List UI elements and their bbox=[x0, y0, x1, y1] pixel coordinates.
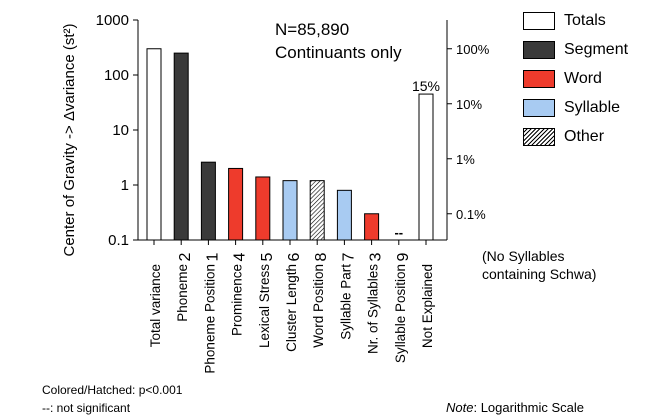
syllable-exclusion-line-2: containing Schwa) bbox=[482, 266, 597, 282]
rank-label: 8 bbox=[313, 252, 330, 261]
y-tick-label: 0.1 bbox=[108, 232, 129, 249]
bar bbox=[336, 189, 352, 241]
rank-label: 2 bbox=[177, 252, 194, 261]
syllable-exclusion-note: (No Syllables containing Schwa) bbox=[482, 247, 596, 283]
legend-label: Totals bbox=[564, 11, 606, 29]
legend-item: Segment bbox=[523, 35, 628, 64]
category-label: Syllable Position bbox=[393, 264, 408, 363]
legend-label: Segment bbox=[564, 40, 629, 58]
legend-label: Other bbox=[564, 127, 605, 145]
scale-note: Note: Logarithmic Scale bbox=[446, 400, 584, 415]
legend-item: Totals bbox=[523, 6, 628, 35]
category-label: Cluster Length bbox=[284, 264, 299, 352]
rank-label: 3 bbox=[368, 252, 385, 261]
legend-label: Word bbox=[564, 69, 602, 87]
legend-swatch bbox=[523, 98, 555, 117]
axes: 1000 100 10 1 0.1 100% 10% 1% 0.1% bbox=[96, 12, 490, 249]
not-significant-marker: -- bbox=[394, 225, 403, 240]
rank-label: 9 bbox=[395, 252, 412, 261]
legend-swatch bbox=[523, 40, 555, 59]
y2-tick-label: 0.1% bbox=[456, 207, 486, 222]
bar bbox=[228, 167, 244, 241]
bar bbox=[282, 180, 298, 241]
category-label: Prominence bbox=[230, 264, 245, 336]
rank-label: 7 bbox=[340, 252, 357, 261]
category-label: Phoneme Position bbox=[202, 264, 217, 374]
rank-label: 1 bbox=[204, 252, 221, 261]
sample-size: N=85,890 bbox=[275, 20, 350, 39]
rank-label: 4 bbox=[232, 252, 249, 261]
y2-tick-label: 100% bbox=[456, 42, 490, 57]
bar bbox=[255, 176, 271, 241]
y2-tick-label: 1% bbox=[456, 152, 475, 167]
category-labels: Total variance 2 Phoneme 1 Phoneme Position 4… bbox=[148, 78, 440, 374]
bar bbox=[173, 52, 189, 241]
legend-item: Other bbox=[523, 122, 628, 151]
bars bbox=[146, 48, 434, 241]
bar bbox=[200, 161, 216, 241]
syllable-exclusion-line-1: (No Syllables bbox=[482, 248, 565, 264]
y-tick-label: 1 bbox=[121, 177, 129, 194]
bar bbox=[364, 213, 380, 241]
bar bbox=[418, 93, 434, 241]
rank-label: 6 bbox=[286, 252, 303, 261]
sample-subset: Continuants only bbox=[275, 43, 402, 62]
not-significant-footnote: --: not significant bbox=[42, 401, 131, 415]
category-label: Word Position bbox=[311, 264, 326, 348]
legend-item: Word bbox=[523, 64, 628, 93]
legend-swatch bbox=[523, 11, 555, 30]
category-label: Syllable Part bbox=[338, 264, 353, 340]
significance-footnote: Colored/Hatched: p<0.001 bbox=[42, 383, 183, 397]
legend-label: Syllable bbox=[564, 98, 621, 116]
y2-tick-label: 10% bbox=[456, 97, 482, 112]
category-label: Phoneme bbox=[175, 264, 190, 322]
legend-swatch bbox=[523, 127, 555, 146]
legend-item: Syllable bbox=[523, 93, 628, 122]
bar bbox=[309, 180, 325, 241]
y-tick-label: 10 bbox=[112, 122, 129, 139]
category-label: Total variance bbox=[148, 264, 163, 347]
category-label: Lexical Stress bbox=[257, 264, 272, 348]
scale-note-italic: Note bbox=[446, 400, 474, 415]
not-explained-percent-label: 15% bbox=[412, 78, 440, 94]
bar bbox=[146, 48, 162, 241]
rank-label: 5 bbox=[259, 252, 276, 261]
y-tick-label: 1000 bbox=[96, 12, 129, 29]
y-axis-label: Center of Gravity -> Δvariance (st²) bbox=[61, 23, 78, 256]
category-label: Not Explained bbox=[420, 264, 435, 348]
scale-note-text: : Logarithmic Scale bbox=[473, 400, 585, 415]
legend-swatch bbox=[523, 69, 555, 88]
category-label: Nr. of Syllables bbox=[366, 264, 381, 354]
y-tick-label: 100 bbox=[104, 67, 129, 84]
sample-note: N=85,890 Continuants only bbox=[275, 18, 402, 64]
legend: Totals Segment Word Syllable Other bbox=[523, 6, 628, 151]
